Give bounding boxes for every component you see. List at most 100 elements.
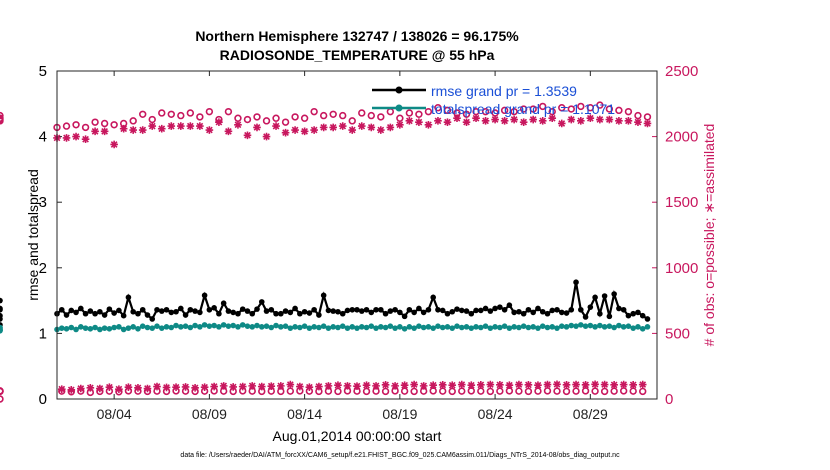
data-point [443,106,452,115]
data-point [558,309,565,316]
data-point [101,325,108,331]
data-point [106,306,113,312]
data-point [278,310,284,317]
data-point [430,325,436,331]
data-point [506,302,513,308]
data-point [639,326,646,332]
data-point [515,380,523,389]
data-point [110,140,118,149]
data-point [177,122,185,130]
data-point [468,325,475,331]
data-point [415,110,423,118]
data-point [158,308,165,314]
data-point [96,384,104,393]
data-point [148,122,157,130]
data-point [539,308,546,315]
data-point [106,326,113,332]
data-point [335,324,341,331]
data-point [501,323,508,329]
data-point [248,382,257,390]
data-point [97,308,103,315]
data-point [510,115,518,124]
data-point [249,310,256,317]
data-point [230,322,236,329]
x-tick-label: 08/24 [478,406,513,422]
data-point [220,322,227,328]
data-point [239,322,246,328]
data-point [297,324,303,331]
data-point [120,312,127,319]
data-point [0,316,3,322]
data-point [496,381,504,389]
data-point [81,135,90,144]
data-point [77,384,85,393]
data-point [292,324,298,330]
data-point [186,122,195,130]
data-point [458,324,465,331]
data-point [73,309,79,316]
data-point [91,118,99,126]
data-point [406,306,413,313]
data-point [291,126,299,134]
data-point [58,325,65,331]
data-point [339,323,346,329]
data-point [563,324,570,330]
data-point [154,323,160,329]
y2-tick-label: 2500 [665,63,698,80]
data-point [320,323,327,329]
data-point [629,381,637,389]
data-point [444,310,451,317]
x-tick-label: 08/14 [287,406,322,422]
data-point [510,107,518,116]
data-point [500,106,509,115]
data-point [224,127,233,136]
data-point [196,113,204,121]
data-point [405,117,414,125]
legend-spread-marker [395,104,403,112]
data-point [625,323,632,329]
data-point [372,382,380,390]
data-point [615,117,623,125]
data-point [635,309,641,316]
data-point [543,380,552,389]
data-point [482,323,489,329]
data-point [282,308,289,314]
data-point [105,383,114,391]
data-point [635,324,641,330]
data-point [138,126,147,134]
data-point [305,383,314,391]
data-point [511,309,517,316]
data-point [605,105,614,113]
data-point [205,107,214,116]
data-point [249,324,256,330]
data-point [497,324,503,331]
data-point [482,305,489,312]
data-point [487,325,494,331]
data-point [200,383,209,391]
y-tick-label: 0 [39,391,47,408]
data-point [0,111,4,120]
data-point [253,123,261,132]
data-point [500,117,509,125]
data-point [481,117,490,125]
data-point [225,323,232,329]
data-point [244,323,251,329]
data-point [358,308,365,314]
data-point [253,113,261,121]
data-point [197,324,203,330]
data-point [263,323,270,329]
data-point [591,387,599,395]
data-point [582,323,589,329]
data-point [624,117,633,125]
data-point [548,114,557,123]
data-point [473,307,479,314]
data-point [562,381,571,389]
data-point [610,381,618,389]
data-point [367,111,375,120]
data-point [477,381,485,389]
data-point [172,383,180,391]
data-point [368,309,375,316]
data-point [139,306,146,313]
data-point [519,118,528,126]
data-point [310,126,318,134]
